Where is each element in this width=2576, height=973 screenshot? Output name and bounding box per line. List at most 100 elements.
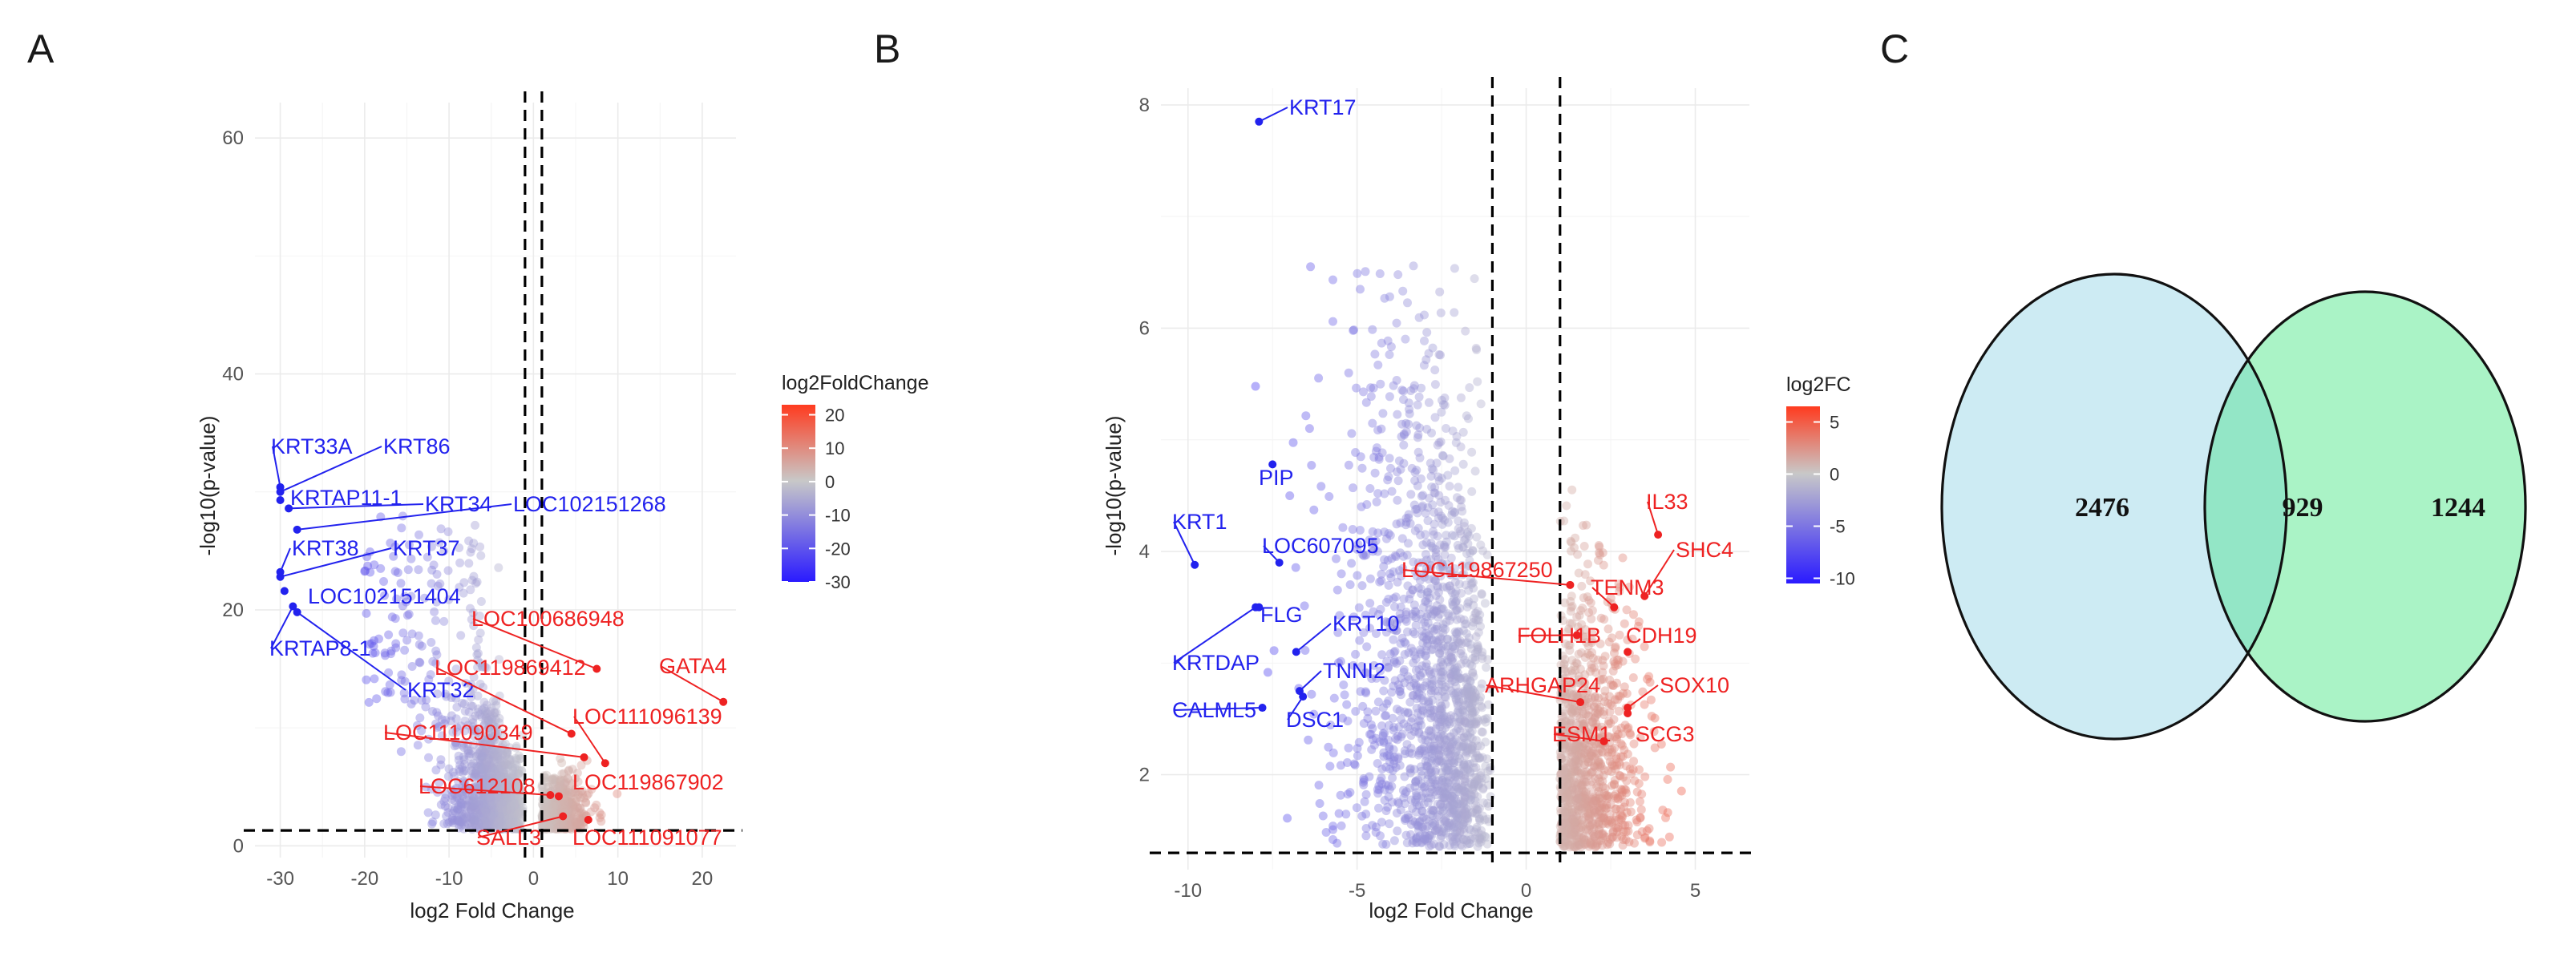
data-point	[471, 815, 481, 825]
gene-leader-line	[1296, 623, 1332, 653]
data-point	[1630, 838, 1639, 848]
data-point	[456, 797, 466, 807]
data-point	[1373, 360, 1383, 369]
data-point	[1470, 696, 1479, 706]
data-point	[1291, 563, 1300, 572]
data-point	[466, 802, 475, 812]
data-point	[1378, 839, 1388, 849]
data-point	[1386, 463, 1395, 473]
data-point	[376, 563, 386, 573]
data-point	[541, 800, 551, 809]
data-point	[453, 814, 463, 823]
data-point	[420, 593, 429, 603]
data-point	[491, 808, 501, 818]
data-point	[493, 793, 503, 803]
gene-label: CDH19	[1626, 624, 1697, 648]
data-point	[473, 801, 482, 811]
data-point	[458, 809, 467, 818]
data-point	[553, 818, 563, 827]
data-point	[498, 809, 507, 819]
data-point	[1599, 707, 1608, 717]
data-point	[474, 805, 483, 814]
data-point	[573, 777, 583, 786]
data-point	[499, 809, 508, 818]
legend-tick-label: -5	[1830, 517, 1846, 537]
data-point	[501, 814, 511, 824]
data-point	[1389, 567, 1398, 576]
data-point	[480, 777, 490, 787]
data-point	[542, 801, 552, 810]
data-point	[456, 801, 466, 810]
data-point	[474, 749, 483, 759]
data-point	[1620, 802, 1629, 812]
data-point	[560, 789, 570, 798]
data-point	[555, 783, 564, 793]
data-point	[1434, 743, 1443, 753]
data-point	[507, 755, 516, 765]
data-point	[542, 801, 552, 810]
data-point	[1458, 459, 1468, 469]
data-point	[491, 803, 500, 812]
data-point	[501, 822, 511, 831]
data-point	[497, 801, 507, 810]
data-point	[544, 798, 553, 808]
data-point	[567, 816, 576, 826]
data-point	[437, 731, 447, 741]
data-point	[482, 700, 491, 710]
data-point	[495, 790, 505, 800]
data-point	[404, 609, 414, 619]
data-point	[436, 760, 446, 769]
data-point	[490, 736, 499, 745]
data-point	[1458, 427, 1468, 437]
data-point	[476, 779, 486, 789]
labeled-point	[1624, 648, 1632, 656]
data-point	[477, 733, 487, 743]
data-point	[475, 710, 484, 720]
data-point	[454, 777, 463, 786]
data-point	[460, 726, 470, 736]
data-point	[491, 727, 500, 737]
data-point	[483, 753, 492, 763]
data-point	[481, 817, 491, 826]
data-point	[495, 820, 504, 830]
data-point	[501, 814, 511, 824]
data-point	[501, 809, 511, 818]
data-point	[512, 761, 521, 770]
data-point	[1577, 581, 1587, 591]
data-point	[544, 782, 553, 792]
data-point	[493, 811, 503, 820]
data-point	[481, 775, 491, 785]
data-point	[564, 801, 574, 810]
data-point	[466, 585, 475, 595]
data-point	[496, 816, 506, 825]
data-point	[475, 761, 485, 770]
data-point	[488, 719, 498, 729]
data-point	[474, 800, 483, 809]
data-point	[466, 749, 475, 758]
data-point	[552, 818, 562, 827]
data-point	[1620, 721, 1630, 730]
data-point	[499, 761, 508, 770]
data-point	[467, 805, 476, 814]
data-point	[1269, 646, 1279, 656]
legend-tick-label: -20	[825, 539, 851, 559]
data-point	[553, 784, 562, 793]
data-point	[561, 821, 570, 830]
data-point	[458, 763, 467, 773]
data-point	[503, 810, 513, 819]
data-point	[500, 810, 510, 820]
data-point	[1399, 458, 1409, 468]
data-point	[473, 656, 483, 665]
data-point	[490, 798, 499, 807]
data-point	[555, 804, 564, 814]
data-point	[501, 795, 511, 805]
data-point	[502, 801, 512, 810]
data-point	[447, 795, 456, 804]
data-point	[1307, 461, 1316, 470]
data-point	[576, 761, 586, 770]
data-point	[480, 792, 490, 801]
data-point	[470, 801, 479, 810]
data-point	[483, 782, 493, 792]
data-point	[496, 810, 506, 820]
